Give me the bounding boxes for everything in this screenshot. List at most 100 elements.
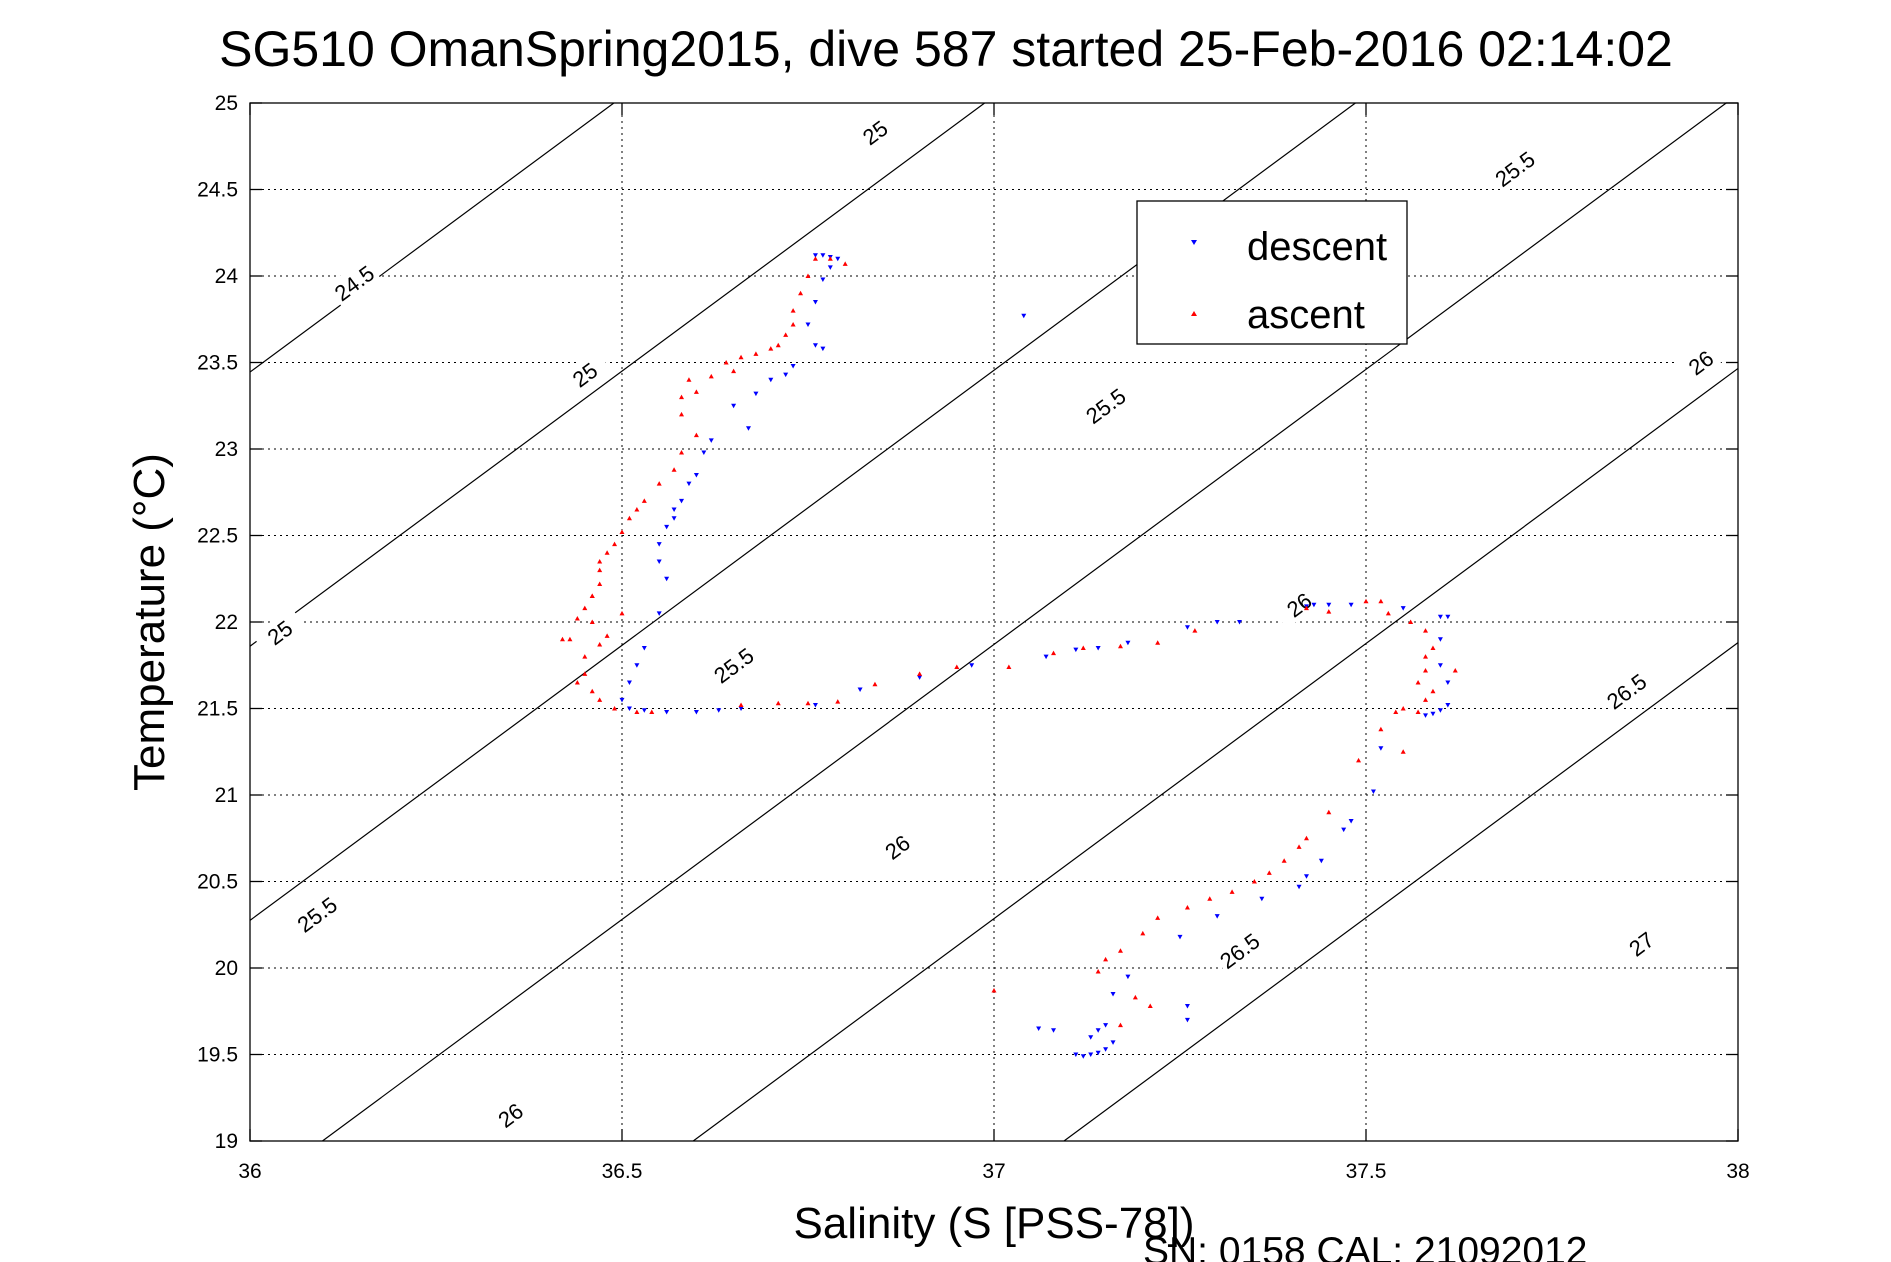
descent-point bbox=[1214, 620, 1220, 625]
descent-point bbox=[1051, 1028, 1057, 1033]
descent-point bbox=[783, 372, 789, 378]
descent-point bbox=[1214, 914, 1220, 919]
axis-ticks: 36 36.5 37 37.5 38 19 19.5 20 20.5 21 21.5 22 22.5 23… bbox=[197, 92, 1750, 1183]
descent-point bbox=[1259, 896, 1265, 902]
contour-label-bg bbox=[482, 1089, 537, 1139]
ascent-point bbox=[1430, 688, 1436, 694]
serial-calibration-note: SN: 0158 CAL: 21092012 bbox=[1143, 1230, 1588, 1262]
descent-point bbox=[812, 299, 818, 305]
descent-point bbox=[1095, 645, 1101, 651]
ascent-point bbox=[1095, 968, 1101, 974]
descent-point bbox=[790, 363, 796, 369]
descent-point bbox=[1110, 1040, 1116, 1045]
descent-point bbox=[969, 663, 975, 668]
ascent-point bbox=[738, 354, 744, 360]
descent-point bbox=[1043, 654, 1049, 660]
ascent-point bbox=[597, 641, 603, 647]
ascent-point bbox=[589, 593, 595, 599]
legend: descent ascent bbox=[1136, 200, 1408, 345]
contour-label-bg bbox=[1271, 579, 1326, 629]
contour-label-bg bbox=[869, 821, 924, 871]
x-tick-label: 36.5 bbox=[602, 1160, 643, 1183]
isopycnal-27 bbox=[1063, 642, 1739, 1142]
descent-point bbox=[812, 343, 818, 348]
ascent-point bbox=[1251, 879, 1257, 884]
descent-point bbox=[1021, 313, 1027, 319]
descent-point bbox=[1370, 789, 1376, 795]
descent-point bbox=[1184, 1004, 1190, 1009]
descent-point bbox=[1318, 858, 1324, 864]
contour-label-bg bbox=[1077, 380, 1133, 430]
y-tick-label: 19.5 bbox=[197, 1044, 238, 1067]
ascent-point bbox=[597, 567, 603, 573]
y-tick-label: 21.5 bbox=[197, 698, 238, 721]
ascent-point bbox=[1117, 643, 1123, 649]
ascent-point bbox=[827, 256, 833, 261]
descent-point bbox=[664, 709, 670, 715]
descent-point bbox=[1437, 708, 1443, 713]
ascent-point bbox=[1430, 645, 1436, 650]
ascent-point bbox=[597, 558, 603, 564]
y-axis-label: Temperature (°C) bbox=[125, 453, 174, 791]
contour-label-bg bbox=[1487, 143, 1542, 193]
ascent-point bbox=[574, 616, 580, 621]
descent-point bbox=[812, 253, 818, 258]
ascent-point bbox=[775, 342, 781, 348]
ascent-point bbox=[1378, 598, 1384, 604]
ascent-point bbox=[582, 654, 588, 659]
descent-point bbox=[1125, 974, 1131, 980]
ascent-point bbox=[567, 636, 573, 642]
ascent-point bbox=[1117, 1022, 1123, 1028]
descent-point bbox=[1311, 602, 1317, 608]
descent-point bbox=[619, 697, 625, 703]
ascent-point bbox=[671, 467, 677, 472]
ascent-point bbox=[582, 605, 588, 611]
descent-point bbox=[626, 706, 632, 711]
descent-point bbox=[1184, 625, 1190, 630]
descent-point bbox=[679, 498, 685, 504]
descent-point bbox=[1080, 1054, 1086, 1059]
ascent-point bbox=[1423, 667, 1429, 673]
ascent-point bbox=[693, 432, 699, 438]
descent-point bbox=[664, 576, 670, 582]
descent-point bbox=[1445, 680, 1451, 686]
ascent-point bbox=[619, 610, 625, 616]
ascent-point bbox=[872, 681, 878, 687]
descent-point bbox=[1103, 1047, 1109, 1052]
ascent-point bbox=[1423, 654, 1429, 659]
descent-point bbox=[1437, 614, 1443, 620]
descent-point bbox=[693, 709, 699, 715]
descent-point bbox=[1437, 663, 1443, 668]
y-tick-label: 19 bbox=[215, 1130, 238, 1153]
y-tick-label: 22.5 bbox=[197, 525, 238, 548]
descent-point bbox=[1400, 606, 1406, 611]
contour-label-bg bbox=[252, 606, 307, 657]
ascent-point bbox=[790, 321, 796, 327]
descent-point bbox=[1036, 1026, 1042, 1032]
descent-point bbox=[1184, 1017, 1190, 1023]
ascent-point bbox=[1080, 645, 1086, 650]
ascent-point bbox=[1296, 844, 1302, 849]
ascent-point bbox=[1051, 650, 1057, 656]
y-tick-label: 24.5 bbox=[197, 179, 238, 202]
ascent-point bbox=[589, 619, 595, 624]
ascent-point bbox=[1356, 757, 1362, 763]
ascent-point bbox=[679, 394, 685, 400]
ascent-point bbox=[693, 389, 699, 394]
ascent-point bbox=[1207, 896, 1213, 901]
legend-descent-label: descent bbox=[1247, 225, 1387, 269]
descent-point bbox=[768, 377, 774, 383]
ascent-point bbox=[1006, 664, 1012, 669]
descent-point bbox=[1296, 884, 1302, 890]
ascent-point bbox=[1400, 749, 1406, 754]
x-tick-label: 36 bbox=[238, 1160, 261, 1183]
descent-point bbox=[1303, 874, 1309, 879]
descent-point bbox=[1445, 703, 1451, 708]
contour-label-bg bbox=[847, 106, 902, 157]
y-tick-label: 20 bbox=[215, 957, 238, 980]
descent-point bbox=[1237, 620, 1243, 625]
ascent-point bbox=[805, 700, 811, 706]
ascent-point bbox=[1393, 709, 1399, 714]
descent-point bbox=[656, 559, 662, 564]
